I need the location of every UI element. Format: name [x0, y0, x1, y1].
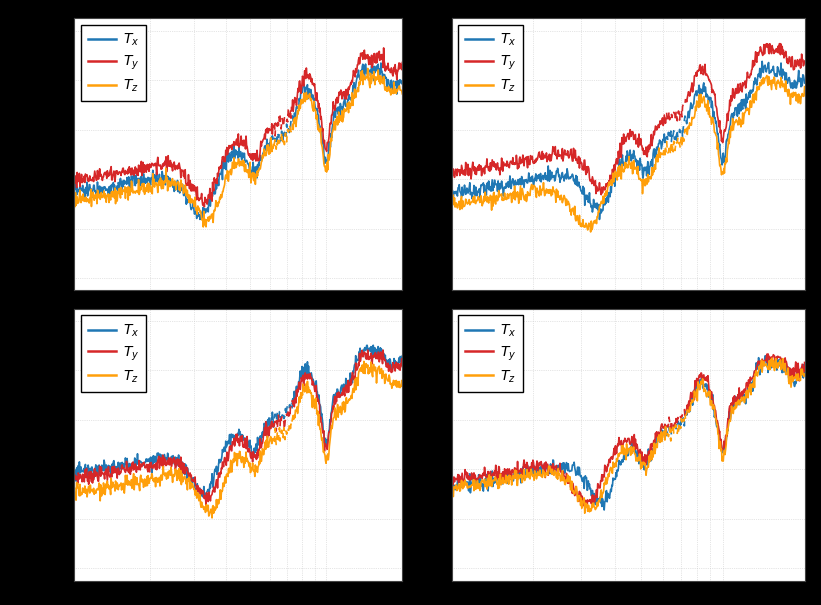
Legend: $T_x$, $T_y$, $T_z$: $T_x$, $T_y$, $T_z$	[458, 25, 524, 101]
Legend: $T_x$, $T_y$, $T_z$: $T_x$, $T_y$, $T_z$	[80, 315, 146, 391]
Legend: $T_x$, $T_y$, $T_z$: $T_x$, $T_y$, $T_z$	[80, 25, 146, 101]
Legend: $T_x$, $T_y$, $T_z$: $T_x$, $T_y$, $T_z$	[458, 315, 524, 391]
